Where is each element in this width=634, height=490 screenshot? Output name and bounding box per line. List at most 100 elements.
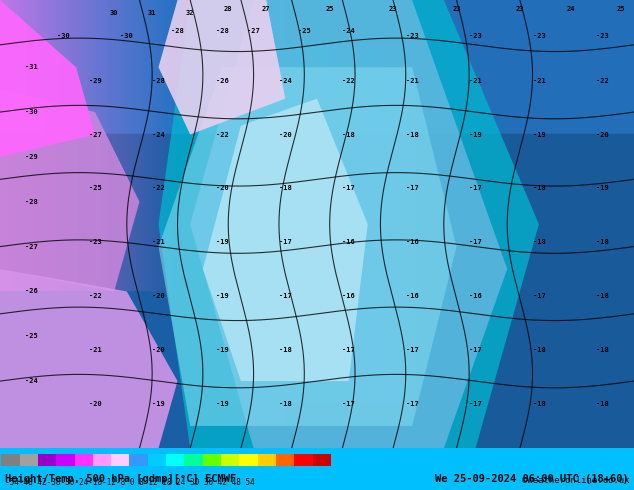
Text: -22: -22 (342, 78, 355, 84)
Text: -23: -23 (533, 33, 545, 39)
Text: -27: -27 (89, 131, 101, 138)
Bar (276, 454, 294, 466)
Text: Height/Temp. 500 hPa [gdmp][°C] ECMWF: Height/Temp. 500 hPa [gdmp][°C] ECMWF (5, 474, 236, 484)
Text: -23: -23 (596, 33, 609, 39)
Text: 27: 27 (262, 6, 271, 12)
Bar (93, 454, 111, 466)
Text: 30: 30 (110, 10, 119, 17)
Text: -18: -18 (533, 347, 545, 353)
Text: -30: -30 (120, 33, 133, 39)
Text: -19: -19 (216, 239, 228, 245)
Polygon shape (222, 0, 634, 448)
Text: -20: -20 (596, 131, 609, 138)
Text: -17: -17 (533, 293, 545, 299)
Polygon shape (203, 98, 368, 381)
Polygon shape (190, 0, 507, 448)
Text: -26: -26 (216, 78, 228, 84)
Text: -17: -17 (406, 400, 418, 407)
Polygon shape (158, 67, 456, 426)
Text: -22: -22 (596, 78, 609, 84)
Text: -19: -19 (596, 185, 609, 191)
Text: -17: -17 (342, 347, 355, 353)
Text: -18: -18 (279, 400, 292, 407)
Text: -17: -17 (279, 239, 292, 245)
Bar (240, 454, 257, 466)
Text: 32: 32 (186, 10, 195, 17)
Text: -20: -20 (216, 185, 228, 191)
Text: -28: -28 (171, 28, 184, 34)
Text: -18: -18 (406, 131, 418, 138)
Text: -22: -22 (89, 293, 101, 299)
Text: -20: -20 (89, 400, 101, 407)
Text: 25: 25 (325, 6, 334, 12)
Bar (75, 454, 93, 466)
Text: -16: -16 (469, 293, 482, 299)
Bar (148, 454, 166, 466)
Text: -30: -30 (57, 33, 70, 39)
Polygon shape (158, 0, 285, 135)
Text: -22: -22 (152, 185, 165, 191)
Polygon shape (0, 454, 16, 466)
Text: -18: -18 (596, 239, 609, 245)
Text: -17: -17 (342, 185, 355, 191)
Text: -18: -18 (342, 131, 355, 138)
Text: -24: -24 (25, 378, 38, 384)
Text: -28: -28 (216, 28, 228, 34)
Bar (221, 454, 240, 466)
Text: -18: -18 (596, 293, 609, 299)
Polygon shape (0, 0, 95, 157)
Text: -24: -24 (342, 28, 355, 34)
Bar (129, 454, 148, 466)
Text: 23: 23 (515, 6, 524, 12)
Text: -54-48-42-38-30-24-18-12-8 0 8 12 18 24 30 36 42 48 54: -54-48-42-38-30-24-18-12-8 0 8 12 18 24 … (5, 478, 255, 487)
Text: -28: -28 (152, 78, 165, 84)
Text: -17: -17 (342, 400, 355, 407)
Polygon shape (0, 90, 139, 292)
Text: -18: -18 (533, 239, 545, 245)
Text: -29: -29 (25, 154, 38, 160)
Bar (111, 454, 129, 466)
Text: -18: -18 (596, 347, 609, 353)
Text: -17: -17 (469, 347, 482, 353)
Text: -17: -17 (279, 293, 292, 299)
Text: 25: 25 (617, 6, 626, 12)
Text: -23: -23 (89, 239, 101, 245)
Text: 24: 24 (566, 6, 575, 12)
Text: 23: 23 (452, 6, 461, 12)
Text: -16: -16 (342, 239, 355, 245)
Text: -25: -25 (25, 333, 38, 339)
Text: We 25-09-2024 06:00 UTC (18+60): We 25-09-2024 06:00 UTC (18+60) (436, 474, 629, 484)
Text: -16: -16 (406, 239, 418, 245)
Text: -19: -19 (533, 131, 545, 138)
Bar (38, 454, 56, 466)
Text: -22: -22 (216, 131, 228, 138)
Bar (294, 454, 313, 466)
Text: -16: -16 (342, 293, 355, 299)
Text: -21: -21 (533, 78, 545, 84)
Text: -20: -20 (279, 131, 292, 138)
Text: -17: -17 (469, 239, 482, 245)
Text: -20: -20 (152, 347, 165, 353)
Text: -28: -28 (25, 199, 38, 205)
Bar (203, 454, 221, 466)
Text: -29: -29 (89, 78, 101, 84)
Text: -20: -20 (152, 293, 165, 299)
Text: -30: -30 (25, 109, 38, 115)
Text: ©weatheronline.co.uk: ©weatheronline.co.uk (522, 476, 629, 485)
Text: -24: -24 (152, 131, 165, 138)
Text: -21: -21 (152, 239, 165, 245)
Text: -18: -18 (533, 185, 545, 191)
Text: -21: -21 (469, 78, 482, 84)
Text: -18: -18 (279, 347, 292, 353)
Text: -19: -19 (216, 293, 228, 299)
Text: -19: -19 (152, 400, 165, 407)
Text: -19: -19 (216, 400, 228, 407)
Text: -24: -24 (279, 78, 292, 84)
Text: -17: -17 (406, 347, 418, 353)
Text: -21: -21 (89, 347, 101, 353)
Bar (56, 454, 75, 466)
Text: -23: -23 (406, 33, 418, 39)
Bar (1, 454, 20, 466)
Text: -25: -25 (298, 28, 311, 34)
Text: -23: -23 (469, 33, 482, 39)
